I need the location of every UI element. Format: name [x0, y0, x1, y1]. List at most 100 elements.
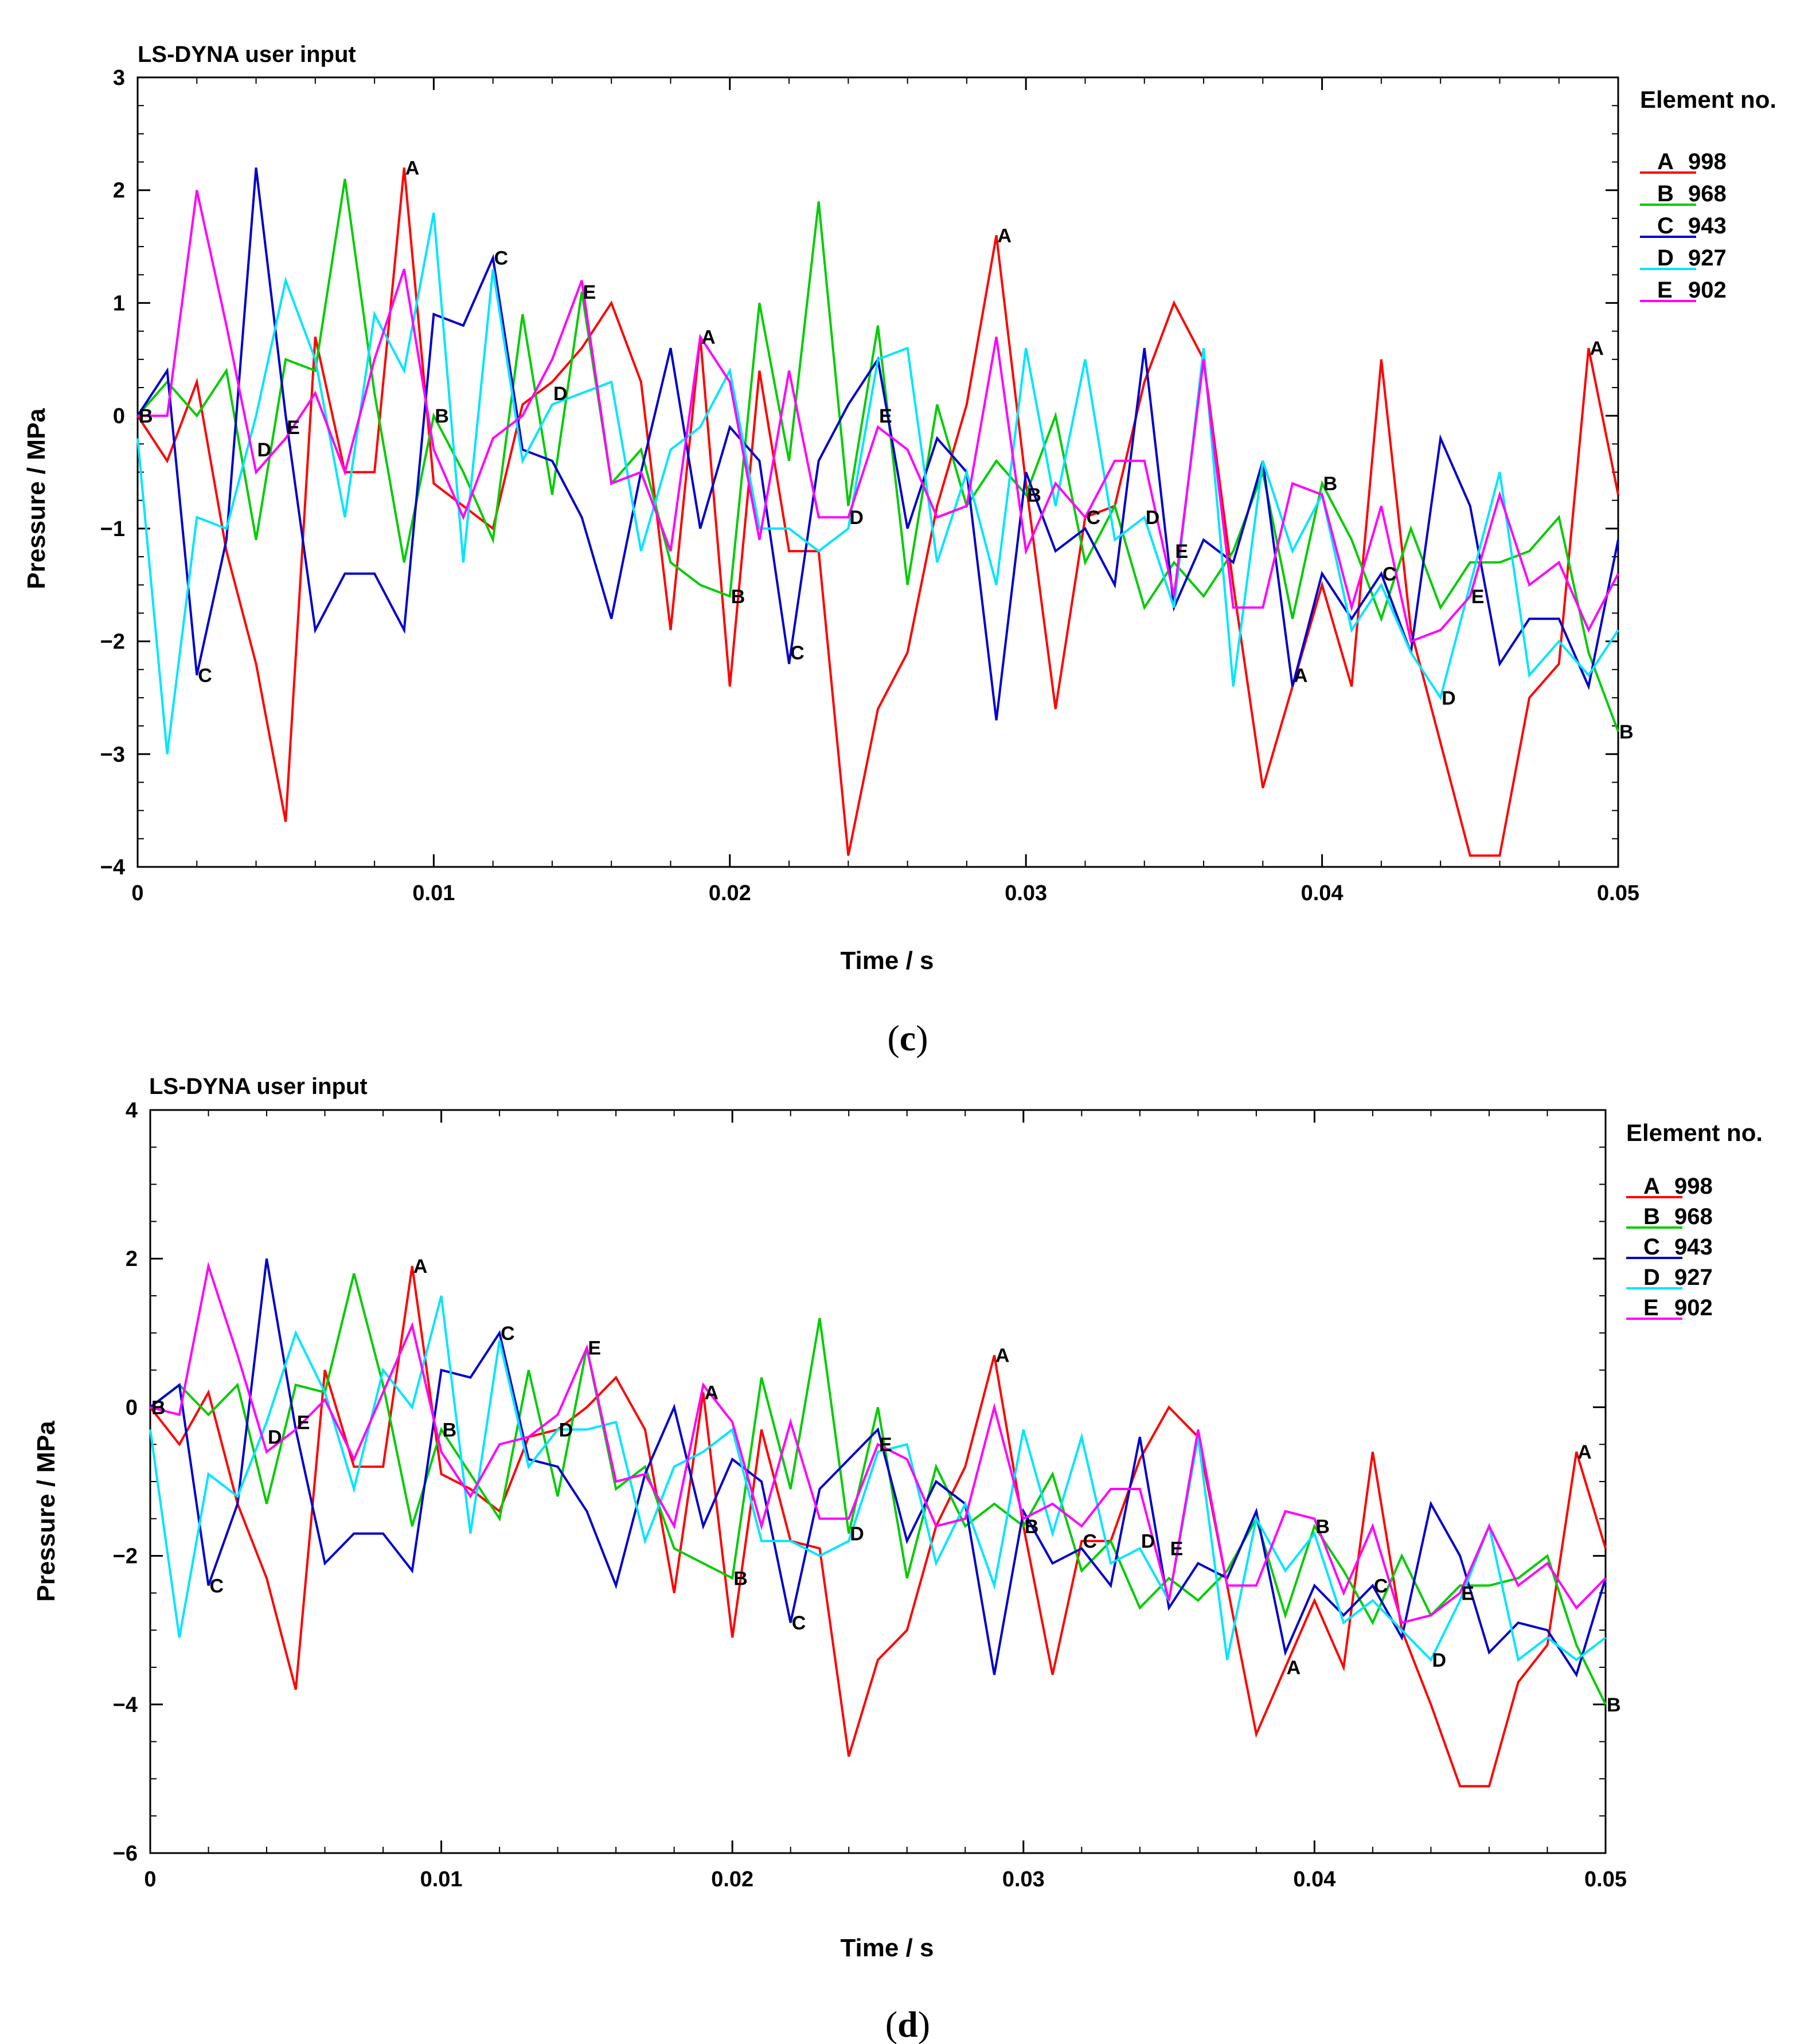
legend-label: 968 [1674, 1204, 1713, 1229]
x-tick-label: 0.05 [1584, 1867, 1627, 1891]
series-line-968 [136, 178, 1619, 732]
series-marker-B: B [1607, 1694, 1621, 1716]
x-axis-label: Time / s [840, 947, 934, 975]
legend-key: C [1643, 1234, 1660, 1260]
x-tick-label: 0.05 [1597, 881, 1639, 905]
series-marker-B: B [1619, 721, 1634, 743]
x-tick-label: 0.01 [412, 881, 455, 905]
series-marker-D: D [1146, 507, 1160, 529]
series-marker-D: D [257, 439, 272, 461]
series-marker-A: A [1577, 1441, 1592, 1463]
series-marker-A: A [413, 1256, 428, 1277]
series-marker-A: A [995, 1345, 1010, 1367]
legend-key: B [1643, 1204, 1660, 1229]
series-line-927 [149, 1295, 1607, 1662]
y-tick-label: 1 [113, 291, 125, 315]
y-tick-label: 2 [126, 1247, 138, 1271]
series-marker-C: C [501, 1323, 515, 1345]
chart-panel-c: LS-DYNA user input 0 0.01 0.02 0.03 0.04 0.05… [22, 42, 1776, 1058]
series-marker-E: E [588, 1338, 601, 1359]
x-axis-label: Time / s [840, 1934, 934, 1962]
chart-title: LS-DYNA user input [138, 42, 356, 67]
legend-key: D [1643, 1265, 1660, 1290]
series-line-902 [150, 1261, 1607, 1624]
y-tick-label: 0 [126, 1396, 138, 1420]
legend-key: C [1657, 213, 1674, 239]
series-marker-D: D [268, 1426, 282, 1448]
x-tick-label: 0.02 [711, 1867, 753, 1891]
legend-key: E [1643, 1295, 1659, 1320]
series-marker-D: D [559, 1419, 573, 1441]
legend-label: 998 [1674, 1174, 1713, 1199]
series-marker-C: C [1083, 1531, 1097, 1553]
series-marker-E: E [879, 1434, 892, 1456]
panel-caption: (d) [885, 2004, 930, 2044]
legend-label: 943 [1688, 213, 1727, 239]
series-line-927 [136, 212, 1619, 755]
series-marker-B: B [1315, 1516, 1330, 1538]
series-marker-E: E [287, 417, 300, 439]
legend-key: D [1657, 245, 1674, 271]
series-marker-A: A [1287, 1657, 1301, 1679]
y-tick-label: 4 [126, 1099, 138, 1123]
series-line-998 [136, 167, 1619, 857]
legend-label: 998 [1688, 149, 1727, 174]
y-axis-label: Pressure / MPa [32, 1421, 60, 1602]
y-tick-label: −1 [100, 517, 125, 541]
series-line-998 [149, 1265, 1607, 1788]
series-marker-B: B [1027, 484, 1041, 506]
series-marker-E: E [583, 282, 596, 303]
series-marker-E: E [1471, 586, 1485, 608]
series-marker-A: A [701, 326, 716, 348]
series-marker-D: D [1432, 1650, 1446, 1671]
series-marker-A: A [1294, 665, 1308, 687]
chart-title: LS-DYNA user input [149, 1074, 368, 1099]
y-axis-label: Pressure / MPa [22, 408, 50, 589]
axis-ticks: 0 0.01 0.02 0.03 0.04 0.05 −6 −4 −2 0 2 4 [113, 1099, 1627, 1891]
legend-label: 927 [1688, 245, 1727, 271]
chart-panel-d: LS-DYNA user input 0 0.01 0.02 0.03 0.04 0.05… [32, 1074, 1763, 2044]
series-marker-B: B [731, 586, 745, 608]
legend-label: 943 [1674, 1234, 1713, 1260]
legend-key: A [1657, 149, 1674, 174]
x-tick-label: 0.02 [709, 881, 751, 905]
series-marker-B: B [139, 405, 153, 427]
series-line-943 [136, 167, 1619, 721]
series-marker-B: B [1323, 473, 1338, 495]
series-marker-A: A [704, 1382, 718, 1404]
x-tick-label: 0.03 [1002, 1867, 1045, 1891]
series-marker-D: D [850, 1523, 864, 1545]
legend-label: 927 [1674, 1265, 1713, 1290]
series-marker-B: B [151, 1397, 166, 1418]
series-marker-C: C [1374, 1575, 1388, 1597]
legend-label: 968 [1688, 181, 1727, 206]
y-tick-label: 0 [113, 404, 125, 428]
series-line-968 [149, 1273, 1607, 1705]
series-marker-A: A [998, 225, 1012, 247]
x-tick-label: 0 [144, 1867, 156, 1891]
y-tick-label: 3 [113, 66, 125, 90]
y-tick-label: −2 [100, 630, 125, 654]
series-marker-C: C [1086, 507, 1100, 529]
y-tick-label: −2 [113, 1545, 138, 1569]
series-marker-D: D [553, 383, 568, 405]
series-marker-B: B [733, 1568, 748, 1589]
y-tick-label: 2 [113, 179, 125, 203]
x-tick-label: 0.04 [1293, 1867, 1335, 1891]
series-marker-E: E [1170, 1538, 1184, 1560]
series-marker-B: B [1025, 1516, 1039, 1538]
y-tick-label: −3 [100, 742, 125, 767]
series-marker-E: E [1461, 1582, 1474, 1604]
series-marker-C: C [792, 1612, 806, 1634]
series-marker-C: C [198, 665, 212, 687]
series-marker-E: E [297, 1412, 310, 1433]
series-marker-E: E [1175, 541, 1188, 562]
y-tick-label: −4 [113, 1693, 138, 1717]
series-marker-C: C [790, 642, 804, 664]
x-tick-label: 0.01 [420, 1867, 463, 1891]
series-marker-B: B [443, 1419, 457, 1441]
legend-key: A [1643, 1174, 1660, 1199]
